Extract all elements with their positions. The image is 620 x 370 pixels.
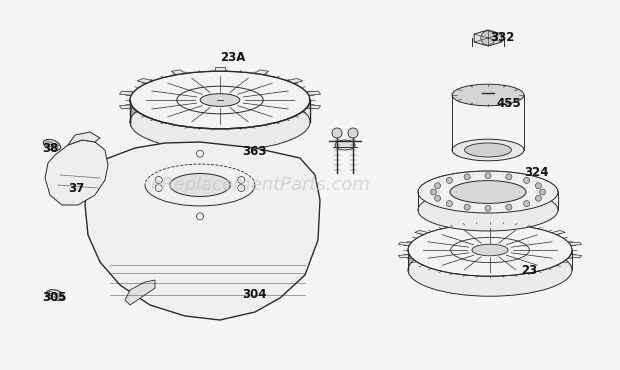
Polygon shape (120, 105, 135, 109)
Circle shape (430, 189, 436, 195)
Circle shape (348, 128, 358, 138)
Circle shape (536, 183, 541, 189)
Polygon shape (486, 220, 494, 224)
Polygon shape (399, 242, 413, 246)
Polygon shape (521, 273, 534, 278)
Ellipse shape (418, 171, 558, 213)
Circle shape (485, 173, 491, 179)
Circle shape (524, 178, 529, 184)
Polygon shape (550, 265, 565, 270)
Polygon shape (125, 280, 155, 305)
Polygon shape (474, 30, 502, 46)
Circle shape (332, 128, 342, 138)
Polygon shape (399, 255, 413, 258)
Polygon shape (215, 128, 225, 132)
Polygon shape (254, 70, 268, 75)
Polygon shape (120, 91, 135, 95)
Circle shape (480, 31, 495, 45)
Circle shape (435, 195, 441, 201)
Circle shape (506, 174, 512, 180)
Text: 23A: 23A (220, 51, 246, 64)
Polygon shape (171, 125, 187, 130)
Circle shape (506, 204, 512, 210)
Circle shape (536, 195, 541, 201)
Text: 363: 363 (242, 145, 267, 158)
Circle shape (524, 201, 529, 206)
Polygon shape (408, 224, 477, 274)
Ellipse shape (335, 140, 355, 150)
Polygon shape (415, 231, 430, 235)
Circle shape (435, 183, 441, 189)
Polygon shape (254, 125, 268, 130)
Circle shape (446, 201, 453, 206)
Ellipse shape (472, 244, 508, 256)
Ellipse shape (130, 93, 310, 151)
Ellipse shape (170, 174, 230, 196)
Circle shape (464, 204, 470, 210)
Text: 37: 37 (68, 182, 84, 195)
Circle shape (446, 178, 453, 184)
Text: 304: 304 (242, 287, 267, 301)
Ellipse shape (200, 94, 240, 106)
Polygon shape (85, 142, 320, 320)
Polygon shape (550, 231, 565, 235)
Ellipse shape (46, 290, 64, 300)
Polygon shape (304, 105, 321, 109)
Polygon shape (286, 78, 303, 84)
Polygon shape (137, 116, 154, 122)
Polygon shape (567, 242, 582, 246)
Polygon shape (137, 78, 154, 84)
Polygon shape (304, 91, 321, 95)
Text: 23: 23 (521, 263, 537, 277)
Polygon shape (567, 255, 582, 258)
Polygon shape (486, 276, 494, 280)
Polygon shape (446, 273, 459, 278)
Circle shape (485, 205, 491, 211)
Circle shape (464, 174, 470, 180)
Text: 455: 455 (496, 97, 521, 110)
Polygon shape (286, 116, 303, 122)
Polygon shape (446, 223, 459, 228)
Polygon shape (68, 132, 100, 145)
Text: eReplacementParts.com: eReplacementParts.com (151, 176, 370, 194)
Ellipse shape (452, 139, 524, 161)
Ellipse shape (43, 139, 61, 151)
Ellipse shape (408, 244, 572, 296)
Ellipse shape (452, 84, 524, 106)
Ellipse shape (450, 181, 526, 204)
Ellipse shape (464, 143, 512, 157)
Text: 332: 332 (490, 30, 514, 44)
Circle shape (539, 189, 546, 195)
FancyBboxPatch shape (459, 257, 504, 267)
Ellipse shape (408, 224, 572, 276)
Polygon shape (45, 140, 108, 205)
Text: 38: 38 (42, 141, 58, 155)
Polygon shape (215, 67, 225, 72)
FancyBboxPatch shape (188, 107, 238, 119)
Polygon shape (171, 70, 187, 75)
Polygon shape (130, 71, 206, 127)
Polygon shape (521, 223, 534, 228)
Text: 305: 305 (42, 291, 67, 305)
Text: 324: 324 (524, 165, 549, 179)
Polygon shape (415, 265, 430, 270)
Ellipse shape (418, 189, 558, 231)
Ellipse shape (130, 71, 310, 129)
